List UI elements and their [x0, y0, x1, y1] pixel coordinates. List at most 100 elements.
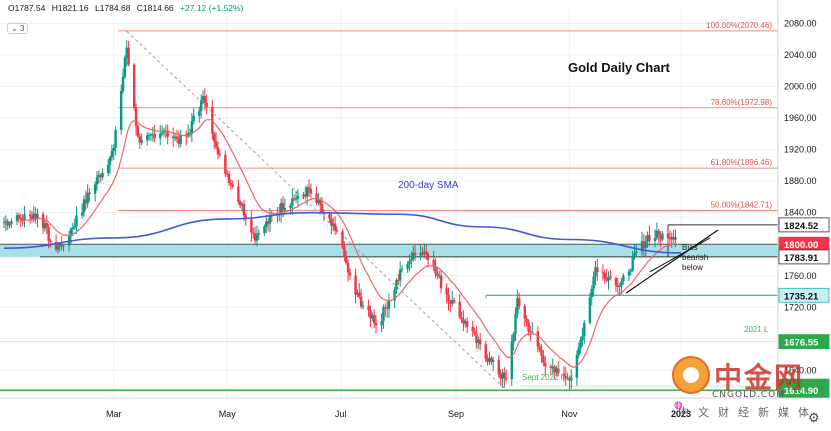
time-tick: 2023: [671, 409, 691, 419]
candle-body: [488, 357, 491, 363]
candle-body: [214, 141, 218, 148]
candle-body: [304, 194, 307, 197]
candle-body: [659, 234, 662, 240]
fib-label: 50.00%(1842.71): [711, 201, 773, 210]
candle-body: [211, 106, 214, 134]
candle-body: [471, 326, 474, 332]
candle-body: [58, 243, 61, 247]
candle-body: [283, 207, 287, 210]
candle-body: [536, 331, 540, 347]
candle-body: [73, 226, 76, 228]
candle-body: [279, 203, 283, 215]
price-tick: 1720.00: [784, 302, 817, 312]
candle-body: [175, 136, 179, 139]
candle-body: [146, 135, 149, 141]
candle-body: [205, 102, 208, 107]
price-tick: 1880.00: [784, 176, 817, 186]
candle-body: [387, 300, 391, 309]
candle-body: [86, 192, 89, 204]
candle-body: [71, 227, 75, 229]
candle-body: [101, 172, 104, 178]
gear-icon[interactable]: ⚙: [808, 410, 820, 425]
candle-body: [618, 285, 621, 287]
candle-body: [147, 135, 151, 137]
price-label: 1676.55: [784, 338, 819, 349]
candle-body: [227, 173, 231, 184]
candle-body: [80, 212, 84, 216]
low-2021-label: 2021 L: [744, 325, 769, 334]
candle-body: [252, 232, 255, 234]
candle-body: [633, 252, 636, 258]
candle-body: [335, 230, 339, 232]
candle-body: [462, 319, 465, 324]
time-tick: Mar: [106, 409, 122, 419]
fibonacci-levels: 100.00%(2070.46) 78.60%(1972.98) 61.80%(18…: [118, 21, 778, 212]
candle-body: [655, 230, 659, 239]
candle-body: [477, 339, 480, 343]
candle-body: [199, 100, 203, 111]
candle-body: [309, 188, 313, 194]
candle-body: [484, 344, 487, 359]
time-tick: Jul: [335, 409, 347, 419]
time-tick: May: [219, 409, 237, 419]
candle-body: [432, 259, 435, 267]
candle-body: [133, 64, 136, 108]
candle-body: [605, 278, 608, 281]
price-label: 1800.00: [784, 240, 818, 251]
candle-body: [512, 333, 515, 342]
candle-body: [490, 357, 493, 362]
candle-body: [19, 217, 22, 220]
candle-body: [330, 218, 333, 226]
candle-body: [460, 317, 463, 320]
price-label-box: [778, 217, 830, 233]
candle-body: [8, 223, 11, 226]
candle-body: [555, 368, 558, 373]
candle-body: [305, 187, 309, 197]
candle-body: [289, 205, 292, 208]
candle-body: [426, 254, 430, 260]
candle-body: [343, 246, 346, 258]
candle-body: [672, 236, 675, 240]
candle-body: [436, 273, 439, 276]
sma200-line: [3, 211, 682, 254]
candle-body: [473, 331, 476, 334]
candle-body: [114, 129, 117, 148]
candle-body: [475, 333, 478, 343]
candle-body: [302, 194, 305, 196]
tradingview-logo-icon[interactable]: ◍: [674, 400, 683, 411]
candle-body: [281, 203, 285, 210]
indicators-toggle[interactable]: ⌄ 3: [7, 23, 29, 34]
candle-body: [627, 271, 631, 276]
fib-label: 78.60%(1972.98): [711, 98, 773, 107]
candle-body: [607, 276, 610, 281]
candle-body: [250, 219, 253, 233]
candle-body: [653, 238, 657, 242]
candle-body: [291, 198, 294, 206]
candle-body: [465, 321, 469, 327]
candle-body: [75, 215, 78, 227]
candle-body: [434, 266, 437, 274]
candle-body: [590, 288, 593, 298]
candle-body: [268, 215, 272, 224]
candle-body: [62, 245, 65, 247]
candle-body: [69, 228, 73, 236]
candle-body: [188, 132, 192, 134]
candle-body: [6, 221, 9, 226]
candle-body: [657, 230, 660, 235]
candle-body: [514, 314, 517, 334]
candle-body: [294, 198, 298, 200]
trend-line-inner: [649, 237, 711, 273]
price-tick: 2040.00: [784, 50, 817, 60]
candle-body: [320, 204, 324, 213]
candle-body: [41, 214, 45, 229]
time-tick: Sep: [448, 409, 464, 419]
candle-body: [192, 115, 195, 122]
candle-body: [97, 174, 101, 178]
candle-body: [359, 296, 363, 307]
price-candles: [2, 40, 677, 390]
candle-body: [108, 157, 112, 165]
candle-body: [622, 275, 625, 282]
candle-body: [125, 47, 128, 58]
candle-body: [341, 231, 344, 247]
